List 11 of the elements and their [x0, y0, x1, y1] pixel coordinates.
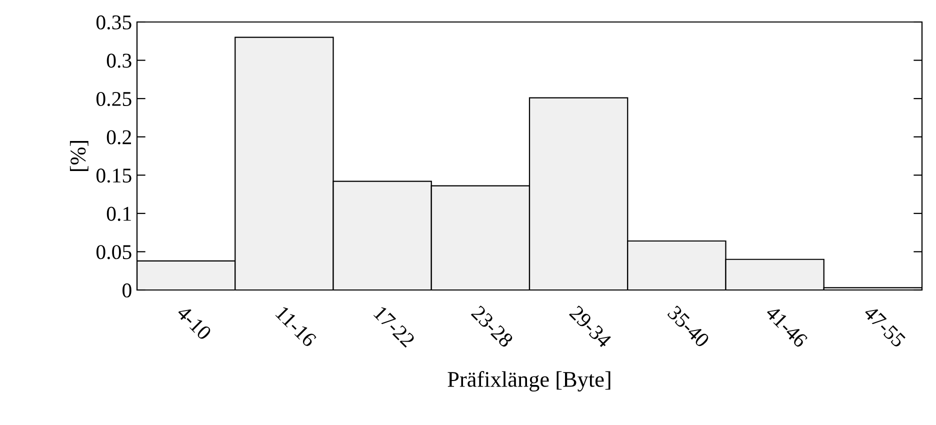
y-tick-label: 0.35 [96, 15, 132, 30]
y-tick-label: 0.15 [96, 168, 132, 183]
x-axis-title: Präfixlänge [Byte] [448, 371, 610, 392]
y-tick-label: 0.25 [96, 92, 132, 106]
y-tick-label: 0.05 [96, 245, 132, 260]
x-tick-label: 4-10 [176, 304, 212, 341]
y-tick-label: 0.2 [106, 130, 131, 144]
y-axis-title: [%] [70, 140, 88, 172]
y-tick-label: 0 [122, 283, 132, 298]
y-tick-label: 0.3 [106, 54, 132, 68]
y-tick-label: 0.1 [106, 206, 131, 221]
